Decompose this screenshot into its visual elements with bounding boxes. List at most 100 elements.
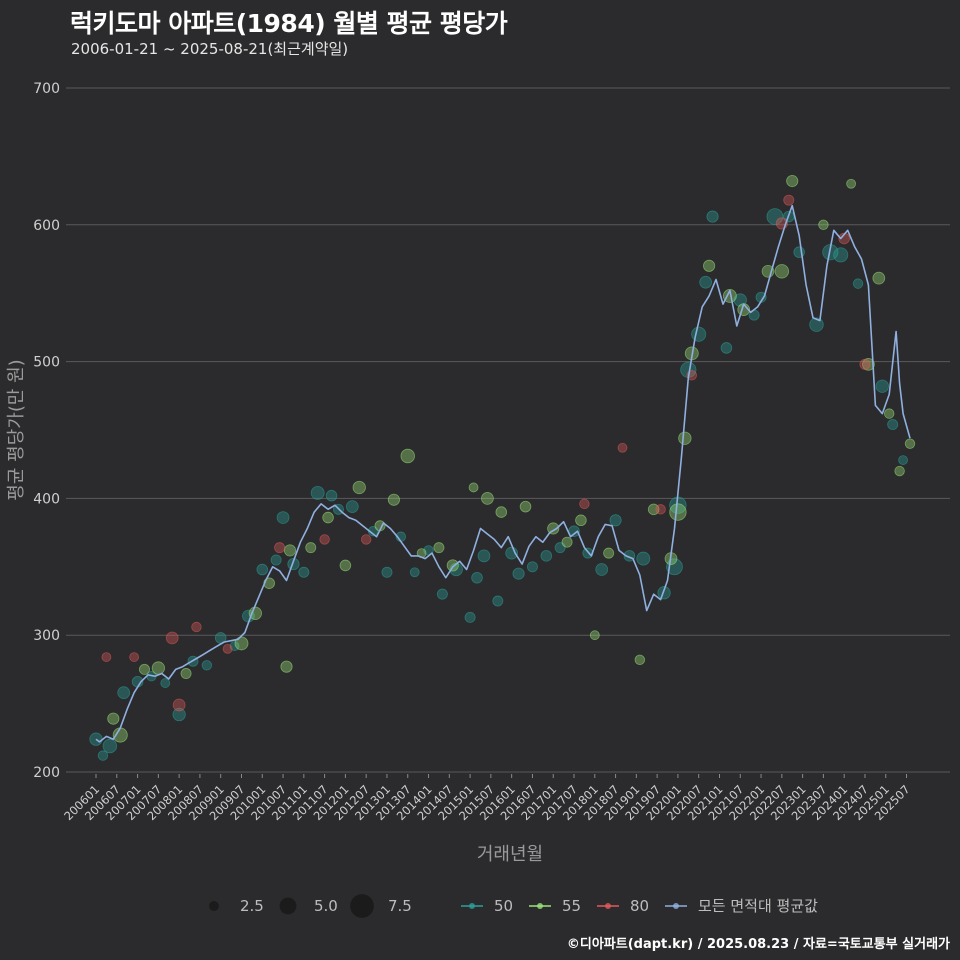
point-50-2020-09 (699, 275, 712, 289)
point-50-2006-09 (117, 686, 131, 700)
legend-size-5 (279, 897, 297, 915)
point-55-2024-11 (872, 271, 886, 285)
point-55-2013-07 (400, 448, 415, 464)
point-80-2024-01 (838, 232, 850, 245)
point-55-2015-06 (481, 492, 494, 505)
point-50-2016-07 (526, 561, 538, 573)
point-50-2025-06 (898, 455, 908, 465)
legend-size-label-7.5: 7.5 (388, 897, 412, 915)
chart-title: 럭키도마 아파트(1984) 월별 평균 평당가 (70, 9, 508, 38)
point-55-2008-03 (180, 668, 192, 679)
point-50-2015-09 (492, 595, 504, 607)
point-50-2021-07 (733, 293, 747, 307)
legend-dot-1 (537, 903, 543, 909)
point-80-2009-03 (222, 643, 233, 654)
legend-size-2.5 (209, 901, 219, 911)
point-50-2023-12 (833, 247, 849, 263)
point-80-2008-06 (191, 621, 202, 633)
point-55-2013-03 (387, 493, 400, 506)
point-55-2025-02 (884, 408, 895, 419)
point-55-2007-07 (151, 661, 165, 675)
point-55-2006-06 (107, 712, 120, 725)
point-80-2018-09 (617, 442, 628, 453)
point-55-2014-04 (433, 542, 445, 554)
mean-line-layer (95, 204, 911, 743)
point-50-2018-03 (595, 563, 609, 576)
point-80-2024-07 (859, 358, 871, 370)
point-50-2018-07 (609, 514, 622, 527)
point-55-2011-08 (322, 511, 334, 524)
point-55-2022-07 (774, 264, 790, 279)
point-80-2011-07 (319, 534, 330, 545)
legend-label-3: 모든 면적대 평균값 (698, 897, 818, 915)
x-tick-labels: 2006012006072007012007072008012008072009… (61, 774, 913, 823)
point-50-2015-03 (471, 571, 483, 584)
point-50-2011-09 (325, 489, 338, 502)
legend-size-label-5: 5.0 (314, 897, 338, 915)
point-50-2012-03 (345, 500, 359, 513)
y-tick-300: 300 (33, 628, 60, 644)
point-55-2010-08 (280, 660, 293, 673)
point-55-2024-03 (846, 178, 857, 189)
grid-lines (66, 87, 950, 773)
point-50-2006-05 (102, 738, 118, 754)
point-50-2016-11 (540, 550, 553, 562)
point-50-2006-03 (97, 750, 109, 761)
point-50-2020-07 (691, 326, 707, 342)
legend-label-0: 50 (494, 897, 513, 915)
point-50-2025-03 (887, 419, 899, 431)
point-50-2013-09 (409, 567, 420, 578)
footer-credit: ©디아파트(dapt.kr) / 2025.08.23 / 자료=국토교통부 실… (566, 937, 950, 952)
point-50-2010-01 (256, 563, 269, 576)
point-80-2019-08 (655, 504, 666, 515)
point-55-2015-02 (468, 482, 479, 493)
point-55-2025-05 (894, 465, 905, 477)
point-50-2015-05 (477, 549, 491, 563)
point-55-2012-01 (339, 559, 352, 572)
point-50-2011-01 (298, 566, 310, 578)
point-50-2011-05 (310, 485, 325, 500)
point-80-2008-01 (172, 698, 186, 712)
point-50-2021-03 (720, 342, 733, 354)
point-80-2010-06 (274, 542, 286, 554)
legend: 2.5 5.0 7.5 50 55 80 모든 면적대 평균값 (209, 894, 818, 918)
legend-dot-2 (605, 903, 611, 909)
point-80-2007-11 (165, 631, 179, 645)
legend-dot-3 (673, 903, 679, 909)
legend-dot-0 (469, 903, 475, 909)
point-55-2015-10 (495, 506, 508, 518)
point-50-2019-03 (636, 551, 651, 566)
chart-subtitle: 2006-01-21 ~ 2025-08-21(최근계약일) (71, 40, 349, 58)
point-55-2025-08 (904, 438, 916, 449)
y-tick-labels: 200 300 400 500 600 700 (33, 81, 60, 781)
point-50-2013-01 (381, 566, 393, 578)
point-55-2020-03 (678, 431, 692, 445)
point-55-2007-03 (139, 663, 150, 675)
y-axis-label: 평균 평당가(만 원) (6, 359, 27, 500)
point-55-2019-02 (634, 654, 646, 666)
point-50-2024-12 (875, 379, 889, 393)
legend-label-2: 80 (630, 897, 649, 915)
point-55-2011-03 (305, 542, 317, 554)
point-50-2014-05 (436, 588, 448, 600)
point-55-2017-05 (561, 536, 573, 548)
point-55-2017-09 (575, 514, 587, 527)
point-50-2010-07 (276, 511, 290, 524)
point-55-2023-07 (818, 219, 829, 230)
point-50-2010-05 (270, 554, 282, 566)
y-tick-200: 200 (33, 765, 60, 781)
point-80-2022-09 (783, 194, 795, 206)
point-55-2020-10 (703, 259, 716, 272)
point-80-2012-07 (360, 534, 372, 545)
point-55-2012-05 (352, 480, 366, 495)
point-50-2015-01 (464, 611, 476, 623)
y-tick-400: 400 (33, 491, 60, 507)
point-50-2022-12 (793, 246, 805, 258)
point-50-2008-09 (201, 660, 213, 671)
point-55-2018-01 (589, 630, 600, 641)
point-50-2016-03 (512, 567, 525, 580)
legend-size-7.5 (350, 894, 374, 918)
point-55-2021-04 (722, 289, 737, 303)
point-80-2006-12 (129, 652, 140, 662)
